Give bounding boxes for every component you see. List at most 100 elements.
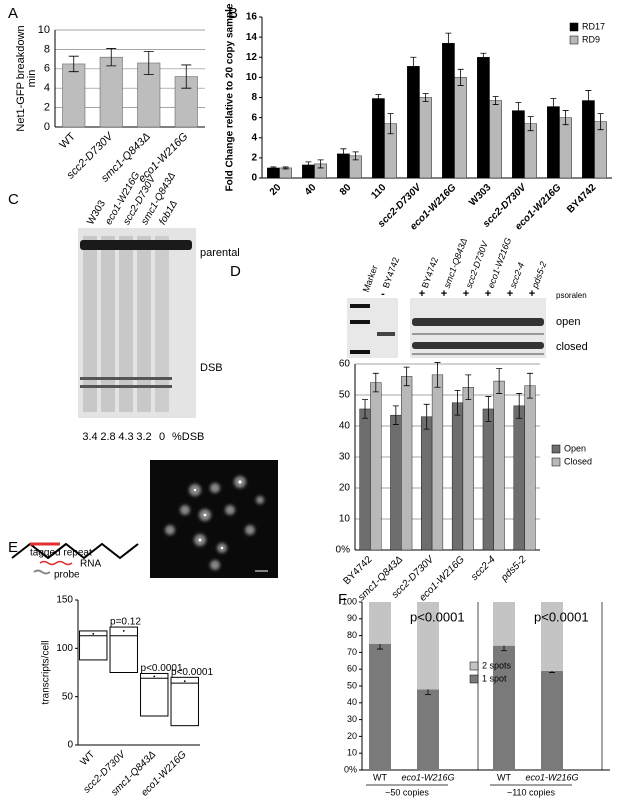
error-bar xyxy=(375,94,382,103)
lane-label: scc2-4 xyxy=(508,261,526,289)
y-tick-label: 0 xyxy=(251,173,257,184)
mean xyxy=(122,630,125,632)
y-tick-label: 12 xyxy=(246,52,258,63)
lane-label: Marker xyxy=(361,264,380,294)
bar xyxy=(524,385,536,551)
gel-lane xyxy=(155,236,169,412)
lane-label: pds5-2 xyxy=(529,260,548,290)
legend-label: Open xyxy=(564,443,586,453)
gel-d: open closed psoralen Marker xyxy=(347,264,588,358)
y-tick-label: 10 xyxy=(339,514,351,525)
treatment-label: psoralen xyxy=(556,291,587,300)
diagram-label: tagged repeat xyxy=(30,548,92,559)
lane-label: BY4742 xyxy=(381,256,401,290)
x-tick-label: 40 xyxy=(303,182,319,198)
y-tick-label: 90 xyxy=(347,613,357,623)
x-tick-label: W303 xyxy=(467,182,494,209)
bar xyxy=(513,405,525,551)
probe xyxy=(33,569,51,575)
mean xyxy=(92,632,95,635)
error-bar xyxy=(457,68,464,86)
gel-band xyxy=(80,385,172,388)
y-tick-label: 150 xyxy=(56,595,73,606)
error-bar xyxy=(465,374,472,401)
y-tick-label: 8 xyxy=(251,92,257,103)
gel-band xyxy=(412,353,544,355)
y-tick-label: 40 xyxy=(339,421,351,432)
treatment-sign: - xyxy=(381,288,385,300)
error-bar xyxy=(526,372,533,399)
y-tick-label: 50 xyxy=(339,390,351,401)
x-tick-label: scc2-4 xyxy=(469,554,498,583)
y-tick-label: 0 xyxy=(67,740,73,751)
error-bar xyxy=(562,110,569,126)
percent-dsb: 3.4 xyxy=(82,431,97,443)
treatment-sign: + xyxy=(485,288,491,300)
legend-label: RD9 xyxy=(582,34,600,44)
gel-band xyxy=(350,350,370,354)
band-label: parental xyxy=(200,247,240,259)
gel-band xyxy=(412,333,544,335)
y-tick-label: 8 xyxy=(44,43,50,55)
x-tick-label: WT xyxy=(78,749,97,768)
box xyxy=(140,672,169,717)
error-bar xyxy=(317,159,324,169)
error-bar xyxy=(527,116,534,132)
x-tick-label: WT xyxy=(497,772,511,782)
group-label: ~50 copies xyxy=(385,787,429,797)
p-value: p=0.12 xyxy=(110,617,141,628)
gel-band xyxy=(412,318,544,326)
y-tick-label: 0% xyxy=(344,764,357,774)
bar xyxy=(417,689,439,770)
bar xyxy=(419,97,432,179)
error-bar xyxy=(387,113,394,135)
bar xyxy=(369,602,391,644)
panel-letter: B xyxy=(228,5,238,22)
bar xyxy=(370,382,382,551)
band-label: closed xyxy=(556,341,588,353)
p-value: p<0.0001 xyxy=(141,663,183,674)
legend-label: 1 spot xyxy=(482,673,507,683)
legend-swatch xyxy=(469,674,479,684)
x-tick-label: WT xyxy=(57,130,78,151)
bar xyxy=(417,602,439,690)
bar xyxy=(421,416,433,551)
error-bar xyxy=(270,166,277,170)
legend-label: 2 spots xyxy=(482,660,512,670)
treatment-sign: + xyxy=(441,288,447,300)
bar xyxy=(489,100,502,179)
bar xyxy=(493,645,515,770)
gel-band xyxy=(350,320,370,324)
y-tick-label: 2 xyxy=(44,102,50,114)
panel-letter: D xyxy=(230,263,241,280)
error-bar xyxy=(516,393,523,419)
error-bar xyxy=(143,50,154,76)
legend-label: Closed xyxy=(564,456,592,466)
error-bar xyxy=(434,362,441,388)
y-tick-label: 60 xyxy=(347,664,357,674)
gel-lane xyxy=(83,236,97,412)
y-tick-label: 20 xyxy=(347,731,357,741)
legend-swatch xyxy=(551,444,561,454)
y-tick-label: 10 xyxy=(347,748,357,758)
bar xyxy=(390,414,402,551)
legend-swatch xyxy=(569,22,579,32)
y-tick-label: 2 xyxy=(251,153,257,164)
bar xyxy=(442,42,455,179)
bar xyxy=(401,376,413,551)
x-tick-label: pds5-2 xyxy=(498,554,528,584)
diagram-e: tagged repeat RNA probe xyxy=(11,460,278,581)
gel-band xyxy=(80,240,192,250)
bar xyxy=(547,106,560,179)
x-tick-label: WT xyxy=(373,772,387,782)
bar xyxy=(594,121,607,179)
y-tick-label: 10 xyxy=(38,24,50,36)
error-bar xyxy=(181,64,192,89)
panel-letter: E xyxy=(8,539,18,556)
y-tick-label: 6 xyxy=(251,112,257,123)
mean xyxy=(153,675,156,678)
y-tick-label: 50 xyxy=(347,680,357,690)
error-bar xyxy=(305,161,312,169)
bar xyxy=(99,56,123,128)
group-label: ~110 copies xyxy=(507,787,556,797)
